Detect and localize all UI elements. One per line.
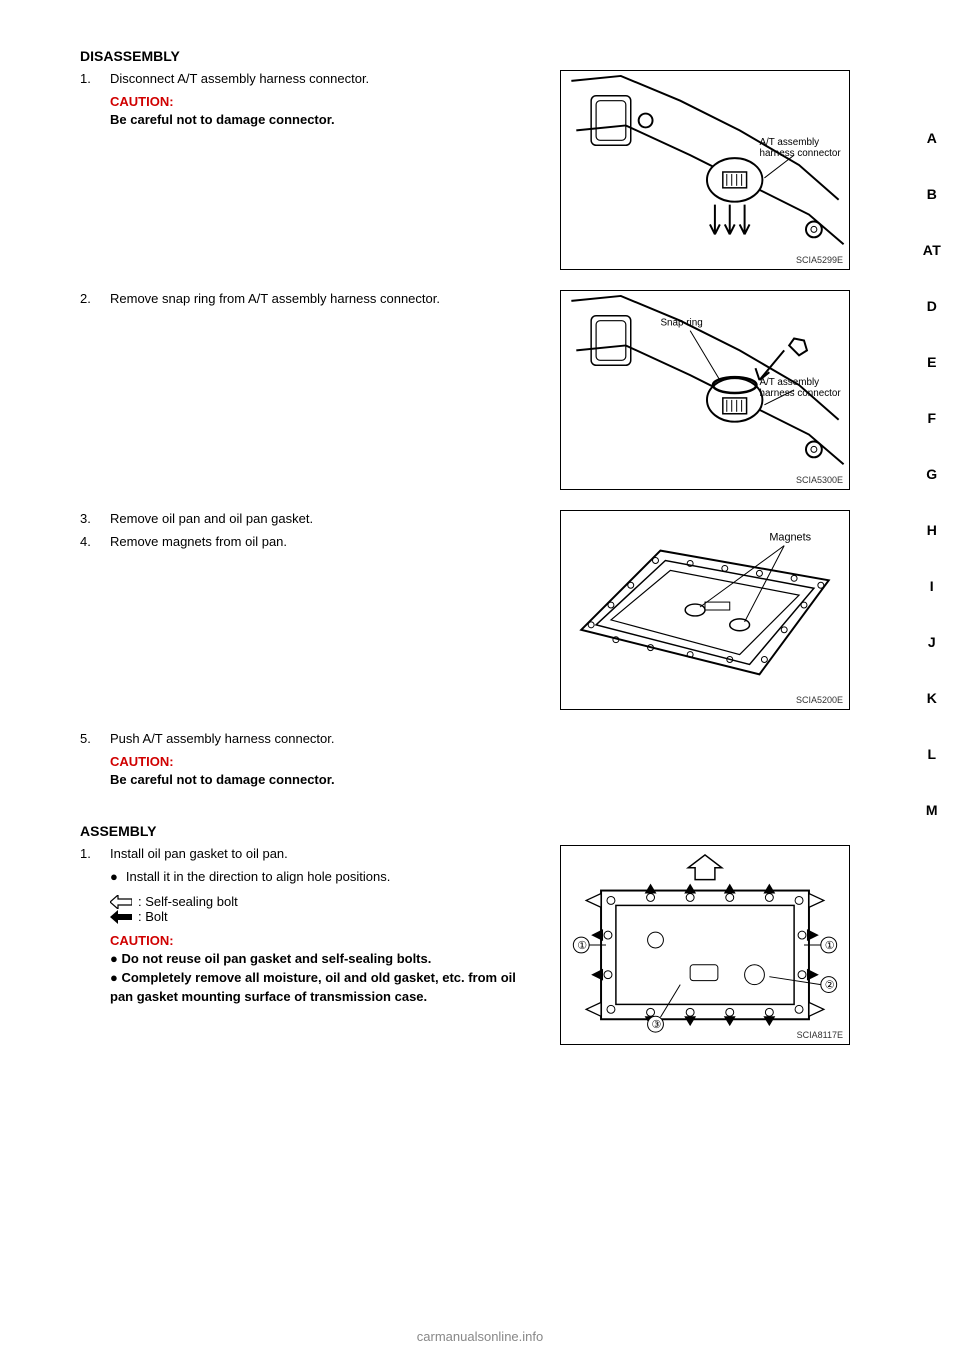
figure-4: ① ① ② ③ SCIA8117E (560, 845, 850, 1045)
tab-f[interactable]: F (912, 410, 952, 426)
asm-step1-body: Install oil pan gasket to oil pan. (110, 845, 540, 864)
step1-body: Disconnect A/T assembly harness connecto… (110, 70, 540, 89)
step3-num: 3. (80, 510, 100, 529)
step5: 5. Push A/T assembly harness connector. (80, 730, 850, 749)
footer-watermark: carmanualsonline.info (0, 1329, 960, 1344)
step5-num: 5. (80, 730, 100, 749)
svg-text:Snap ring: Snap ring (660, 318, 702, 329)
tab-h[interactable]: H (912, 522, 952, 538)
fig2-code: SCIA5300E (796, 475, 843, 485)
tab-i[interactable]: I (912, 578, 952, 594)
bullet-dot: ● (110, 868, 118, 887)
step4-num: 4. (80, 533, 100, 552)
tab-e[interactable]: E (912, 354, 952, 370)
row-step1: 1. Disconnect A/T assembly harness conne… (80, 70, 850, 270)
svg-text:②: ② (825, 979, 835, 991)
asm-step1-sub: ● Install it in the direction to align h… (110, 868, 540, 887)
figure1-col: A/T assembly harness connector SCIA5299E (560, 70, 850, 270)
assembly-textcol: 1. Install oil pan gasket to oil pan. ● … (80, 845, 540, 1007)
step2-textcol: 2. Remove snap ring from A/T assembly ha… (80, 290, 540, 313)
figure2-col: Snap ring A/T assembly harness connector… (560, 290, 850, 490)
tab-a[interactable]: A (912, 130, 952, 146)
fig1-code: SCIA5299E (796, 255, 843, 265)
step1-num: 1. (80, 70, 100, 89)
tab-d[interactable]: D (912, 298, 952, 314)
step34-textcol: 3. Remove oil pan and oil pan gasket. 4.… (80, 510, 540, 556)
svg-text:harness connector: harness connector (759, 148, 841, 159)
step1: 1. Disconnect A/T assembly harness conne… (80, 70, 540, 89)
step2: 2. Remove snap ring from A/T assembly ha… (80, 290, 540, 309)
step2-num: 2. (80, 290, 100, 309)
step4: 4. Remove magnets from oil pan. (80, 533, 540, 552)
svg-text:①: ① (577, 940, 587, 952)
legend-bolt-text: : Bolt (138, 909, 168, 924)
asm-caution-2: ● Completely remove all moisture, oil an… (110, 969, 540, 1007)
row-step34: 3. Remove oil pan and oil pan gasket. 4.… (80, 510, 850, 710)
tab-g[interactable]: G (912, 466, 952, 482)
asm-step1-num: 1. (80, 845, 100, 864)
figure-2-svg: Snap ring A/T assembly harness connector (561, 291, 849, 489)
step3-body: Remove oil pan and oil pan gasket. (110, 510, 540, 529)
step4-body: Remove magnets from oil pan. (110, 533, 540, 552)
asm-caution-1: ● Do not reuse oil pan gasket and self-s… (110, 950, 540, 969)
step1-textcol: 1. Disconnect A/T assembly harness conne… (80, 70, 540, 130)
figure3-col: Magnets SCIA5200E (560, 510, 850, 710)
arrow-solid-icon (110, 910, 132, 924)
figure-3-svg: Magnets (561, 511, 849, 709)
assembly-title: ASSEMBLY (80, 823, 850, 839)
disassembly-title: DISASSEMBLY (80, 48, 850, 64)
svg-text:A/T assembly: A/T assembly (759, 377, 819, 388)
caution-label-1: CAUTION: (110, 94, 174, 109)
tab-b[interactable]: B (912, 186, 952, 202)
tab-k[interactable]: K (912, 690, 952, 706)
step2-body: Remove snap ring from A/T assembly harne… (110, 290, 540, 309)
svg-text:harness connector: harness connector (759, 388, 841, 399)
svg-text:①: ① (825, 940, 835, 952)
row-assembly: 1. Install oil pan gasket to oil pan. ● … (80, 845, 850, 1045)
legend-bolt: : Bolt (110, 909, 540, 924)
asm-caution-label: CAUTION: (110, 933, 174, 948)
page-root: A B AT D E F G H I J K L M DISASSEMBLY 1… (0, 0, 960, 1358)
figure-1-svg: A/T assembly harness connector (561, 71, 849, 269)
asm-step1: 1. Install oil pan gasket to oil pan. (80, 845, 540, 864)
svg-text:③: ③ (652, 1019, 662, 1031)
figure-1: A/T assembly harness connector SCIA5299E (560, 70, 850, 270)
step5-body: Push A/T assembly harness connector. (110, 730, 850, 749)
caution-text-1: Be careful not to damage connector. (110, 111, 540, 130)
row-step2: 2. Remove snap ring from A/T assembly ha… (80, 290, 850, 490)
fig3-code: SCIA5200E (796, 695, 843, 705)
legend-selfsealing: : Self-sealing bolt (110, 894, 540, 909)
tab-m[interactable]: M (912, 802, 952, 818)
arrow-outline-icon (110, 895, 132, 909)
caution-text-2: Be careful not to damage connector. (110, 771, 850, 790)
tab-at[interactable]: AT (912, 242, 952, 258)
svg-text:Magnets: Magnets (769, 532, 811, 544)
figure-4-svg: ① ① ② ③ (561, 846, 849, 1044)
content-area: DISASSEMBLY 1. Disconnect A/T assembly h… (80, 48, 850, 1045)
step3: 3. Remove oil pan and oil pan gasket. (80, 510, 540, 529)
fig1-callout-text: A/T assembly (759, 137, 819, 148)
fig4-code: SCIA8117E (797, 1030, 843, 1040)
tab-j[interactable]: J (912, 634, 952, 650)
figure-3: Magnets SCIA5200E (560, 510, 850, 710)
tab-l[interactable]: L (912, 746, 952, 762)
asm-step1-subtext: Install it in the direction to align hol… (126, 868, 391, 887)
side-tabs: A B AT D E F G H I J K L M (912, 130, 952, 858)
caution-label-2: CAUTION: (110, 754, 174, 769)
figure4-col: ① ① ② ③ SCIA8117E (560, 845, 850, 1045)
legend-selfsealing-text: : Self-sealing bolt (138, 894, 238, 909)
figure-2: Snap ring A/T assembly harness connector… (560, 290, 850, 490)
